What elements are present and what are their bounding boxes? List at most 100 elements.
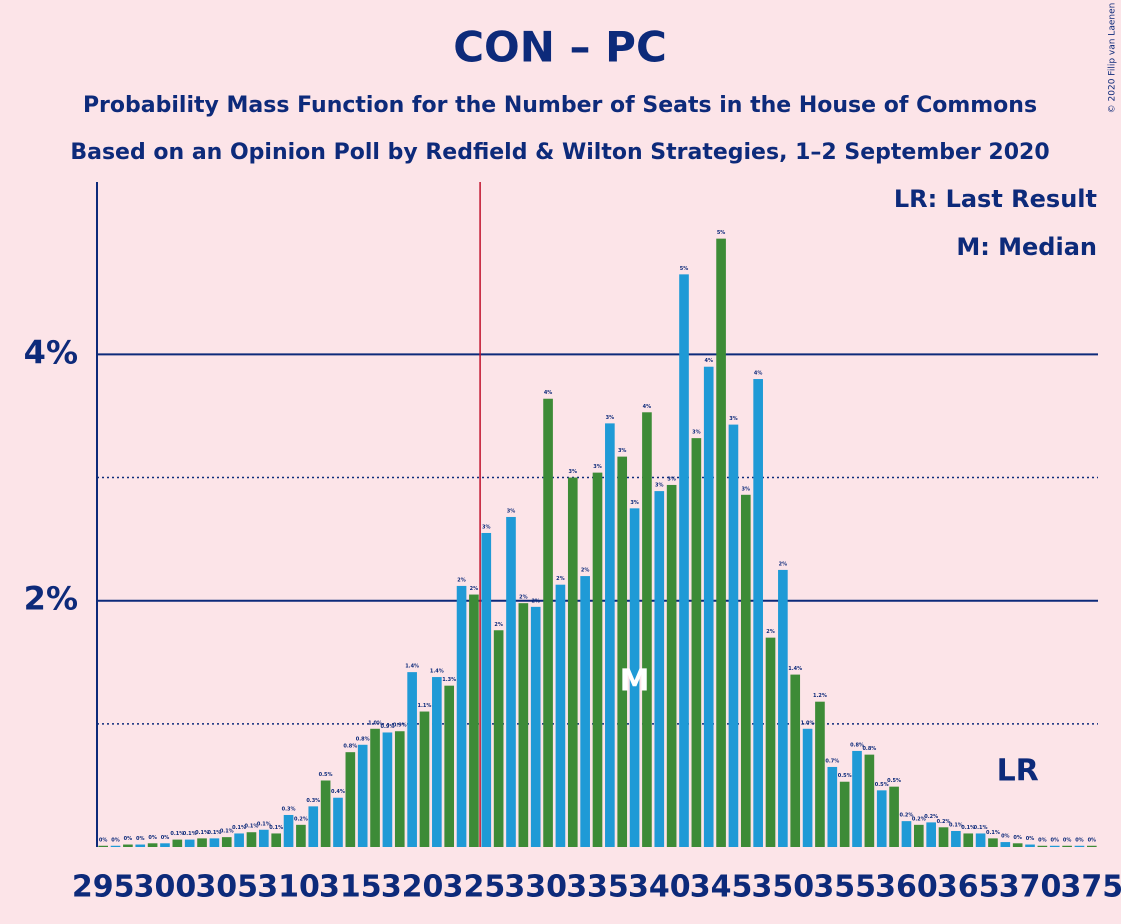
bar: [456, 585, 467, 847]
data-label: 0.1%: [269, 825, 283, 831]
data-label: 0.7%: [825, 758, 839, 764]
x-tick-label: 365: [937, 870, 1000, 905]
bar: [642, 412, 652, 847]
data-label: 2%: [556, 576, 565, 582]
bar: [493, 630, 504, 847]
data-label: 1.3%: [442, 677, 456, 683]
data-label: 3%: [630, 500, 639, 506]
bar: [679, 274, 689, 848]
bar: [864, 754, 875, 847]
data-label: 0.2%: [294, 816, 308, 822]
bar: [691, 438, 702, 847]
x-tick-label: 300: [134, 870, 197, 905]
bar: [481, 532, 492, 847]
bar: [543, 398, 553, 847]
data-label: 0%: [1050, 837, 1059, 843]
bar: [444, 685, 455, 847]
data-label: 0.2%: [924, 814, 938, 820]
bar: [246, 832, 257, 847]
data-label: 3%: [618, 448, 627, 454]
x-tick-label: 325: [443, 870, 506, 905]
bar: [617, 456, 628, 847]
bar: [1025, 844, 1035, 847]
x-tick-label: 295: [72, 870, 135, 905]
bar: [147, 843, 158, 847]
bar: [333, 797, 343, 847]
bar: [308, 806, 319, 847]
data-label: 0.1%: [232, 825, 246, 831]
bar: [283, 814, 294, 847]
x-tick-label: 370: [999, 870, 1062, 905]
data-label: 0.5%: [319, 772, 333, 778]
data-label: 0.8%: [356, 736, 370, 742]
data-label: 0.1%: [961, 825, 975, 831]
data-label: 3%: [482, 524, 491, 530]
bar: [1012, 843, 1023, 847]
bar: [580, 576, 590, 847]
data-label: 3%: [507, 508, 516, 514]
data-label: 0.5%: [875, 782, 889, 788]
bar: [172, 839, 183, 847]
bar: [160, 843, 170, 847]
data-label: 1.1%: [418, 703, 432, 709]
bar: [975, 833, 986, 847]
bar: [370, 728, 380, 847]
data-label: 3%: [667, 476, 676, 482]
x-tick-label: 360: [875, 870, 938, 905]
data-label: 0.2%: [900, 813, 914, 819]
bar: [357, 744, 368, 847]
bar: [123, 844, 133, 847]
data-label: 0.5%: [838, 773, 852, 779]
bar: [901, 821, 912, 847]
bar: [382, 732, 393, 847]
data-label: 2%: [470, 586, 479, 592]
bar: [778, 569, 788, 847]
bar: [889, 786, 899, 847]
bar: [790, 674, 801, 847]
data-label: 5%: [717, 230, 726, 236]
chart-subtitle: Probability Mass Function for the Number…: [83, 93, 1037, 118]
data-label: 0%: [124, 836, 133, 842]
legend-entry: M: Median: [956, 233, 1097, 261]
bar: [1074, 845, 1085, 847]
data-label: 1.4%: [788, 666, 802, 672]
data-label: 2%: [494, 622, 503, 628]
bar: [110, 845, 121, 847]
bar: [839, 781, 850, 847]
data-label: 5%: [680, 266, 689, 272]
data-label: 0.9%: [380, 724, 394, 730]
data-label: 4%: [704, 358, 713, 364]
data-label: 1.0%: [368, 720, 382, 726]
bar: [728, 424, 739, 847]
data-label: 0%: [1013, 835, 1022, 841]
bar: [592, 472, 603, 847]
data-label: 0%: [99, 837, 108, 843]
data-label: 0.2%: [937, 819, 951, 825]
chart-title: CON – PC: [453, 23, 667, 72]
bar: [296, 824, 306, 847]
x-tick-label: 345: [690, 870, 753, 905]
data-label: 0.3%: [306, 798, 320, 804]
y-tick-label: 2%: [24, 580, 78, 618]
data-label: 3%: [606, 415, 615, 421]
bar: [852, 750, 862, 847]
bar: [135, 844, 146, 847]
bar: [1037, 845, 1048, 847]
bar: [407, 672, 417, 847]
bar: [271, 833, 282, 847]
data-label: 0%: [136, 836, 145, 842]
data-label: 2%: [766, 629, 775, 635]
data-label: 0.3%: [282, 806, 296, 812]
bar: [926, 822, 936, 847]
data-label: 0%: [148, 835, 157, 841]
bar: [345, 752, 356, 847]
data-label: 0.1%: [986, 830, 1000, 836]
bar: [951, 830, 961, 847]
legend-entry: LR: Last Result: [894, 185, 1097, 213]
data-label: 0.8%: [862, 746, 876, 752]
bar: [1087, 845, 1097, 847]
bar: [197, 838, 207, 847]
data-label: 4%: [643, 404, 652, 410]
bar: [703, 366, 714, 847]
